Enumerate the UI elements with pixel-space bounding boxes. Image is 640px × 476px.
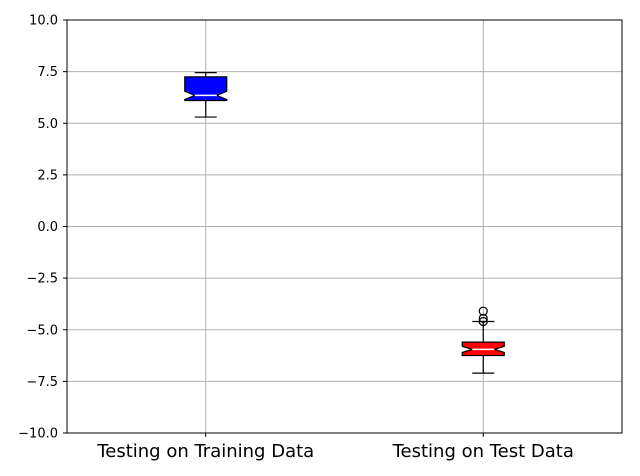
y-tick-label: −2.5	[26, 272, 58, 287]
outlier-point	[478, 313, 488, 323]
y-tick-label: −10.0	[18, 427, 58, 442]
box-plots	[184, 72, 505, 374]
axis-ticks: 10.0 7.5 5.0 2.5 0.0 −2.5 −5.0 −7.5 −10.0 Testing…	[18, 14, 574, 463]
y-tick-label: 7.5	[37, 65, 58, 80]
box-plot-2	[461, 306, 505, 374]
x-tick-label: Testing on Training Data	[96, 441, 314, 462]
y-tick-label: 10.0	[29, 14, 58, 29]
x-tick-label: Testing on Test Data	[392, 441, 574, 462]
y-tick-label: 5.0	[37, 117, 58, 132]
outlier-point	[478, 316, 488, 327]
outlier-point	[478, 306, 488, 316]
box-body	[184, 76, 228, 102]
y-tick-label: −5.0	[26, 323, 58, 338]
grid-lines	[67, 19, 622, 434]
y-tick-label: −7.5	[26, 375, 58, 390]
y-tick-label: 0.0	[37, 220, 58, 235]
y-tick-label: 2.5	[37, 168, 58, 183]
box-plot-1	[184, 72, 228, 118]
